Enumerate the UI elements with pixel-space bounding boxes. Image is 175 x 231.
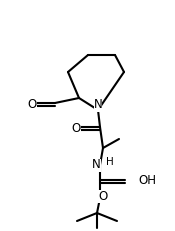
Text: N: N (94, 98, 102, 112)
Text: H: H (106, 157, 114, 167)
Text: O: O (71, 122, 81, 136)
Text: O: O (98, 189, 108, 203)
Text: O: O (27, 98, 37, 112)
Text: OH: OH (138, 173, 156, 186)
Text: N: N (92, 158, 101, 171)
